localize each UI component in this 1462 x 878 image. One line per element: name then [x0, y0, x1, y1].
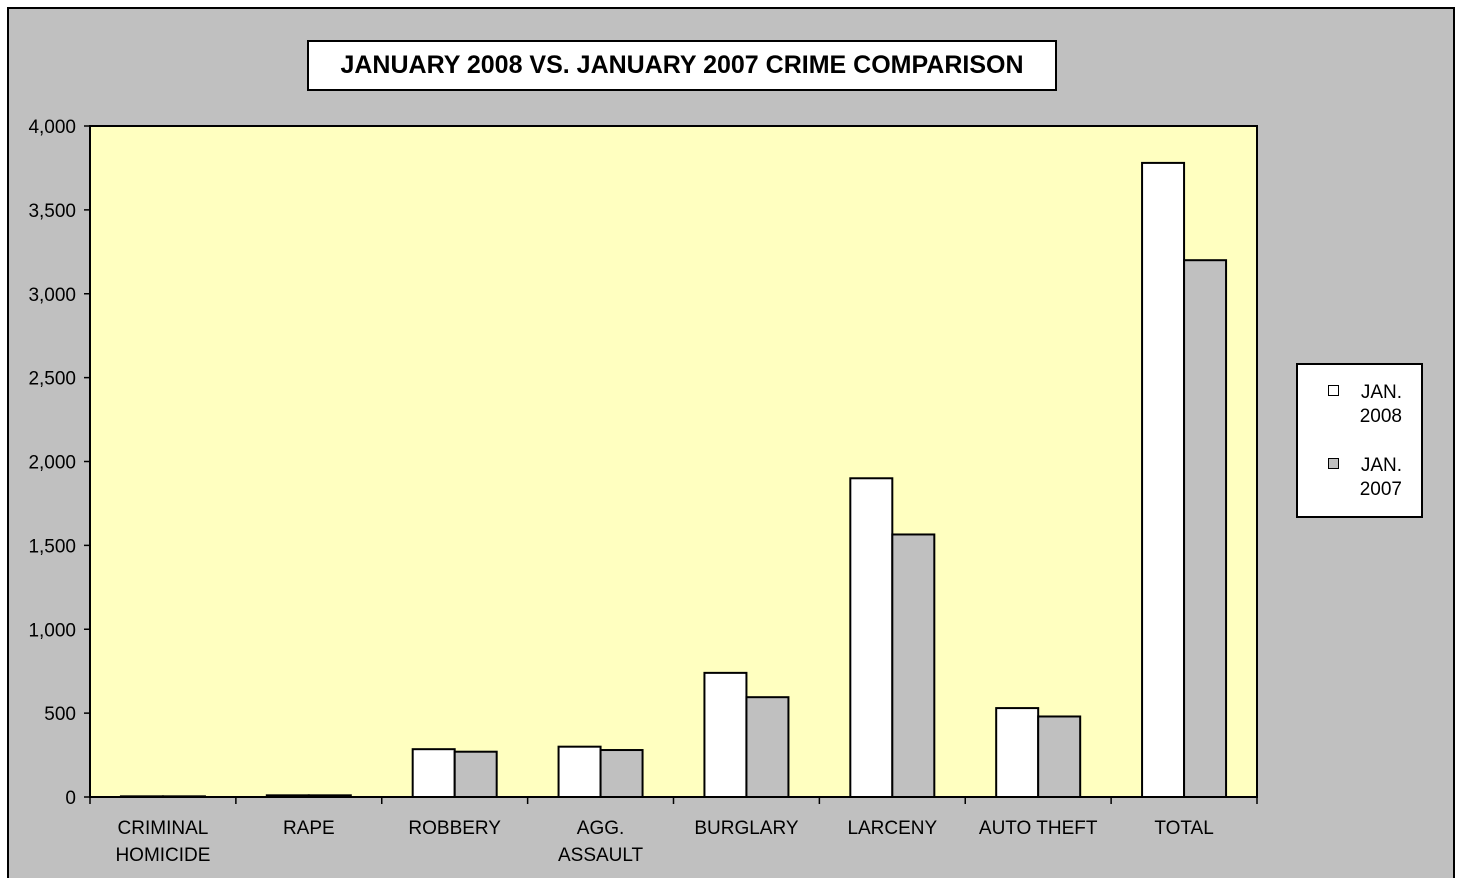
y-tick-label: 4,000 [28, 117, 76, 138]
legend-swatch-jan-2008 [1328, 385, 1339, 396]
bar-jan-2007-larceny [891, 533, 936, 798]
y-tick-label: 500 [44, 704, 76, 725]
chart-title: JANUARY 2008 VS. JANUARY 2007 CRIME COMP… [307, 40, 1057, 91]
x-tick-label-robbery: ROBBERY [408, 818, 501, 839]
y-tick-label: 2,000 [28, 453, 76, 474]
bar-jan-2008-burglary [703, 671, 748, 798]
x-tick-label-burglary: BURGLARY [694, 818, 799, 839]
x-tick-label-larceny: LARCENY [847, 818, 937, 839]
bar-jan-2008-total [1141, 161, 1186, 798]
bar-jan-2008-criminal-homicide [119, 795, 164, 798]
legend: JAN. 2008 JAN. 2007 [1296, 363, 1423, 518]
bar-jan-2007-total [1183, 259, 1228, 798]
bar-jan-2008-robbery [411, 748, 456, 798]
bar-jan-2007-robbery [453, 750, 498, 799]
legend-label-jan-2008: JAN. 2008 [1359, 382, 1402, 427]
bar-jan-2007-criminal-homicide [161, 795, 206, 798]
y-tick-label: 3,000 [28, 285, 76, 306]
y-tick-label: 1,000 [28, 620, 76, 641]
bar-jan-2008-agg-assault [557, 745, 602, 798]
legend-label-jan-2007: JAN. 2007 [1359, 455, 1402, 500]
legend-swatch-jan-2007 [1328, 458, 1339, 469]
bar-jan-2007-agg-assault [599, 749, 644, 799]
plot-area [89, 125, 1258, 798]
y-tick-label: 1,500 [28, 536, 76, 557]
x-tick-label-criminal-homicide: CRIMINAL HOMICIDE [115, 818, 210, 866]
bar-jan-2008-auto-theft [995, 707, 1040, 799]
x-tick-label-auto-theft: AUTO THEFT [979, 818, 1098, 839]
x-tick-label-agg-assault: AGG. ASSAULT [558, 818, 644, 866]
bar-jan-2007-burglary [745, 696, 790, 798]
bar-jan-2007-rape [307, 794, 352, 799]
y-tick-label: 2,500 [28, 369, 76, 390]
y-tick-label: 3,500 [28, 201, 76, 222]
bar-jan-2008-larceny [849, 477, 894, 798]
y-tick-label: 0 [65, 788, 76, 809]
bar-jan-2008-rape [265, 794, 310, 799]
x-tick-label-rape: RAPE [283, 818, 335, 839]
bar-jan-2007-auto-theft [1037, 715, 1082, 798]
x-tick-label-total: TOTAL [1154, 818, 1213, 839]
